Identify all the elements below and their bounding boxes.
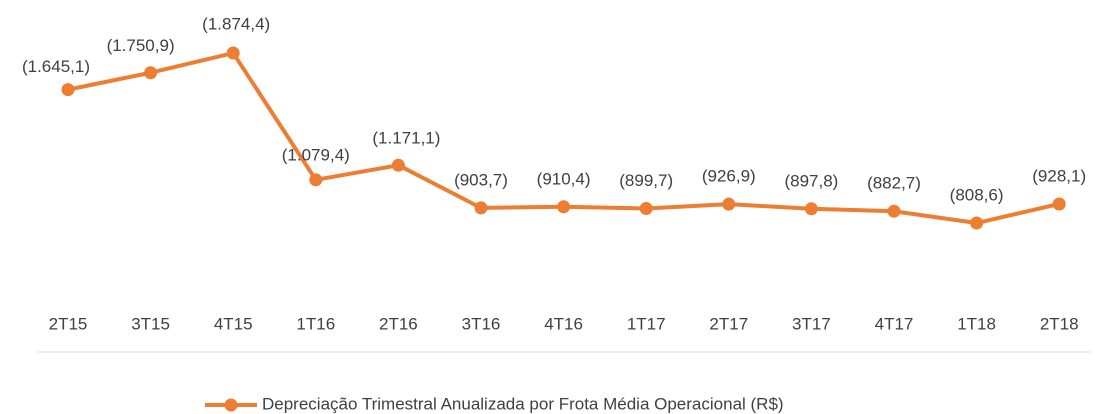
x-tick-label: 2T15	[49, 314, 88, 333]
marker	[804, 202, 818, 216]
marker	[887, 204, 901, 218]
x-tick-label: 2T17	[709, 314, 748, 333]
marker	[557, 200, 571, 214]
marker	[722, 197, 736, 211]
marker	[226, 46, 240, 60]
x-tick-label: 4T15	[214, 314, 253, 333]
x-tick-label: 2T16	[379, 314, 418, 333]
line	[67, 51, 1060, 226]
data-label: (926,9)	[702, 167, 756, 186]
data-label: (899,7)	[619, 171, 673, 190]
data-label: (1.079,4)	[282, 145, 350, 164]
data-label: (910,4)	[537, 169, 591, 188]
marker	[474, 201, 488, 215]
marker	[639, 201, 653, 215]
marker	[144, 66, 158, 80]
x-tick-label: 4T17	[875, 314, 914, 333]
x-tick-label: 2T18	[1040, 314, 1079, 333]
x-tick-label: 3T17	[792, 314, 831, 333]
data-label: (808,6)	[950, 186, 1004, 205]
x-tick-label: 1T18	[957, 314, 996, 333]
data-label: (1.645,1)	[22, 57, 90, 76]
legend-label: Depreciação Trimestral Anualizada por Fr…	[262, 394, 784, 413]
marker	[309, 173, 323, 187]
marker	[391, 158, 405, 172]
marker	[61, 83, 75, 97]
data-label: (903,7)	[454, 170, 508, 189]
data-label: (897,8)	[784, 171, 838, 190]
x-tick-label: 3T15	[131, 314, 170, 333]
x-tick-label: 4T16	[544, 314, 583, 333]
data-label: (1.874,4)	[202, 15, 270, 34]
data-label: (928,1)	[1032, 166, 1086, 185]
data-label: (882,7)	[867, 174, 921, 193]
marker	[1052, 197, 1066, 211]
x-tick-label: 1T17	[627, 314, 666, 333]
data-label: (1.750,9)	[107, 36, 175, 55]
marker	[970, 216, 984, 230]
data-label: (1.171,1)	[372, 129, 440, 148]
legend-marker	[224, 398, 238, 412]
x-tick-label: 3T16	[462, 314, 501, 333]
x-tick-label: 1T16	[296, 314, 335, 333]
